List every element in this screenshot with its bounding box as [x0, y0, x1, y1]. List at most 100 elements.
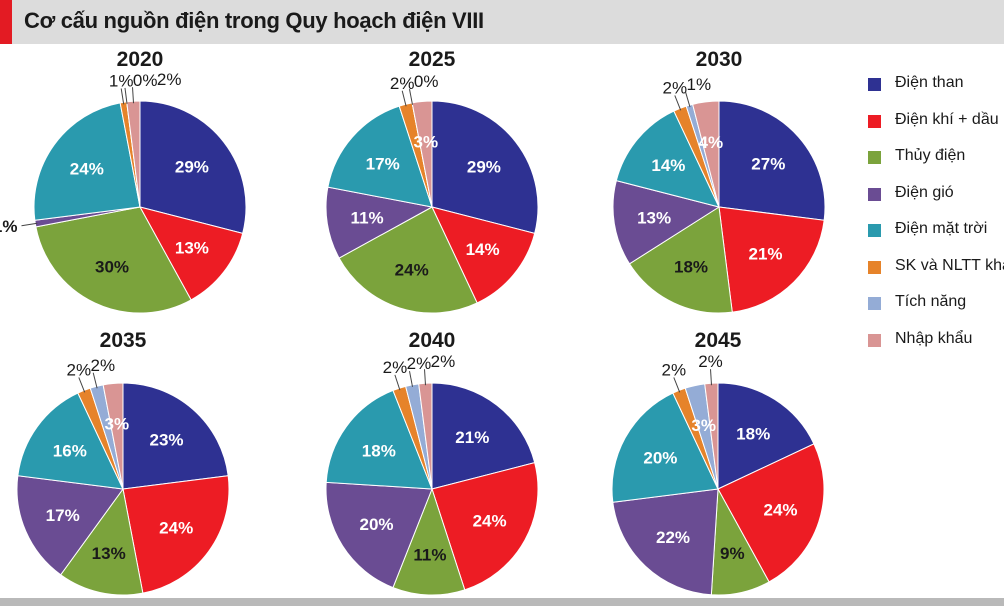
pie-label-2025-3: 24% [395, 261, 429, 280]
pie-label-2025-4: 11% [351, 208, 384, 227]
accent-bar [0, 0, 12, 44]
leader-line [78, 377, 86, 393]
pie-slice-2040-3 [392, 487, 466, 596]
pie-label-2035-3: 13% [92, 544, 126, 563]
pie-slice-2035-2 [122, 475, 230, 594]
pie-label-2025-8: 3% [414, 133, 439, 152]
legend-label: Điện gió [895, 183, 954, 201]
pie-label-2030-3: 18% [674, 258, 708, 277]
pie-label-2020-4: 1% [0, 217, 18, 236]
pie-slice-2025-5 [327, 105, 433, 208]
header-bar: Cơ cấu nguồn điện trong Quy hoạch điện V… [0, 0, 1004, 44]
pie-label-2040-3: 11% [413, 546, 446, 565]
pie-slice-2045-1 [717, 382, 815, 490]
pie-label-2045-7: 3% [691, 416, 716, 435]
legend-label: Tích năng [895, 293, 967, 310]
pie-label-2045-1: 18% [736, 425, 770, 444]
legend-swatch [868, 114, 881, 128]
pie-label-2025-2: 14% [466, 240, 500, 259]
pie-label-2035-1: 23% [149, 431, 183, 450]
pie-label-2020-8: 2% [157, 70, 182, 89]
pie-label-2045-4: 22% [656, 528, 690, 547]
leader-line [685, 91, 691, 108]
pie-slice-2020-1 [139, 100, 247, 234]
pie-slice-2040-5 [325, 389, 433, 490]
pie-label-2020-2: 13% [175, 238, 209, 257]
pie-label-2020-5: 24% [70, 159, 104, 178]
pie-label-2020-6: 1% [109, 72, 134, 91]
pie-slice-2020-3 [35, 206, 192, 314]
pie-label-2035-6: 2% [67, 360, 92, 379]
pie-slice-2035-8 [102, 382, 124, 490]
pie-label-2035-8: 3% [105, 415, 130, 434]
pie-slice-2030-2 [718, 206, 825, 313]
pie-label-2040-2: 24% [473, 512, 507, 531]
pie-slice-2040-2 [431, 462, 539, 591]
pie-slice-2035-1 [122, 382, 229, 490]
pie-slice-2030-5 [615, 110, 720, 208]
pie-slice-2035-4 [16, 475, 124, 576]
pie-label-2025-5: 17% [366, 155, 400, 174]
pie-label-2030-7: 1% [687, 75, 712, 94]
pie-title-2040: 2040 [409, 329, 456, 352]
legend-swatch [868, 260, 881, 274]
legend-swatch [868, 78, 881, 91]
pie-slice-2045-2 [717, 443, 825, 583]
pie-slice-2025-3 [338, 206, 478, 314]
pie-label-2030-1: 27% [751, 155, 785, 174]
pie-label-2045-8: 2% [698, 352, 723, 371]
pie-label-2020-3: 30% [95, 258, 129, 277]
legend-label: Điện than [895, 74, 964, 91]
pie-title-2025: 2025 [409, 48, 456, 71]
leader-line [92, 372, 98, 389]
pie-title-2035: 2035 [100, 329, 147, 352]
pie-slice-2020-2 [139, 206, 244, 301]
legend-label: Thủy điện [895, 147, 966, 164]
pie-slice-2025-1 [431, 100, 539, 234]
pie-label-2045-2: 24% [763, 500, 797, 519]
pie-label-2035-4: 17% [46, 506, 80, 525]
pie-title-2020: 2020 [117, 48, 164, 71]
pie-label-2040-4: 20% [359, 515, 393, 534]
pie-slice-2030-1 [718, 100, 826, 221]
pie-label-2045-5: 20% [643, 448, 677, 467]
pie-label-2045-3: 9% [720, 544, 745, 563]
pie-slice-2020-5 [33, 102, 141, 221]
legend-swatch [868, 187, 881, 201]
pie-slice-2035-5 [17, 392, 124, 490]
leader-line [673, 377, 681, 393]
pie-label-2025-7: 0% [414, 72, 439, 91]
pie-label-2040-1: 21% [455, 428, 489, 447]
pie-label-2020-1: 29% [175, 158, 209, 177]
legend-swatch [868, 151, 881, 164]
leader-line [424, 369, 426, 386]
pie-label-2030-2: 21% [748, 245, 782, 264]
pie-slice-2025-2 [431, 206, 536, 304]
pie-label-2025-1: 29% [467, 158, 501, 177]
pie-title-2045: 2045 [695, 329, 742, 352]
pie-label-2040-8: 2% [431, 352, 456, 371]
pie-slice-2030-3 [628, 206, 733, 314]
pie-label-2035-5: 16% [53, 441, 87, 460]
pie-label-2045-6: 2% [662, 360, 687, 379]
pie-slice-2035-3 [59, 487, 144, 596]
pie-label-2030-4: 13% [637, 208, 671, 227]
leader-line [401, 90, 407, 107]
footer-bar [0, 598, 1004, 606]
legend-label: SK và NLTT khác [895, 256, 1004, 274]
pie-title-2030: 2030 [696, 48, 743, 71]
pie-label-2040-6: 2% [383, 358, 408, 377]
leader-line [710, 369, 712, 386]
leader-line [21, 222, 38, 227]
pie-label-2040-7: 2% [407, 354, 432, 373]
leader-line [120, 88, 125, 105]
leader-line [394, 374, 401, 391]
pie-label-2020-7: 0% [133, 71, 158, 90]
pie-label-2035-7: 2% [91, 356, 116, 375]
pie-slice-2040-4 [325, 481, 433, 589]
leader-line [124, 87, 128, 104]
leader-line [674, 95, 682, 111]
legend-swatch [868, 333, 881, 347]
legend-label: Điện khí + dầu [895, 110, 999, 128]
